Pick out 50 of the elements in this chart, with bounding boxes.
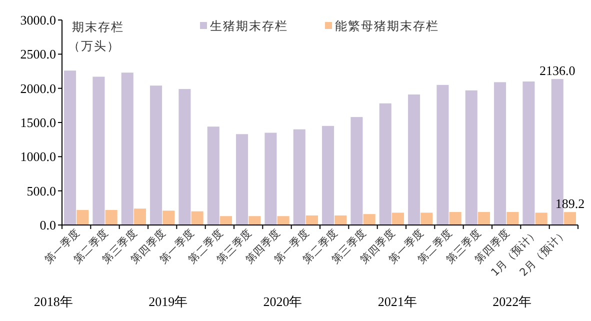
text: 2021年 <box>378 294 417 309</box>
bar <box>105 210 118 225</box>
y-tick-label: 1000.0 <box>20 149 56 164</box>
text: 2022年 <box>492 294 532 309</box>
bar <box>322 126 334 225</box>
bar <box>436 84 449 225</box>
data-label: 2136.0 <box>539 63 576 78</box>
bar <box>334 215 347 225</box>
text: 2019年 <box>148 294 188 309</box>
bar <box>379 103 392 225</box>
data-label: 189.2 <box>555 196 585 212</box>
bar <box>76 210 89 225</box>
bar <box>277 216 290 225</box>
bar <box>220 216 232 225</box>
y-tick-label: 1500.0 <box>20 115 56 130</box>
y-tick-label: 2000.0 <box>20 80 56 96</box>
bar <box>449 212 462 225</box>
y-tick-label: 500.0 <box>26 183 56 198</box>
bar <box>150 86 162 225</box>
bar <box>478 212 490 225</box>
y-tick-label: 0.0 <box>40 218 56 232</box>
bar <box>420 212 433 225</box>
bar <box>522 82 535 225</box>
bar <box>506 212 519 225</box>
bar <box>207 126 220 225</box>
bar <box>564 212 576 225</box>
bar <box>248 216 261 225</box>
bar <box>293 129 306 225</box>
bar <box>392 212 404 225</box>
bar <box>494 82 506 225</box>
bar <box>306 215 318 225</box>
bar <box>162 210 175 225</box>
y-axis-title: 期末存栏（万头） <box>68 20 124 53</box>
y-tick-label: 3000.0 <box>20 12 56 28</box>
text: 2018年 <box>34 294 73 309</box>
bar <box>64 70 76 225</box>
bar <box>134 208 146 225</box>
bar <box>465 90 478 225</box>
bar <box>178 89 191 225</box>
bar <box>191 211 204 225</box>
bar <box>535 212 548 225</box>
bar <box>264 132 277 225</box>
y-tick-label: 2500.0 <box>20 46 56 62</box>
bar <box>121 72 134 225</box>
text: 2020年 <box>263 294 302 309</box>
bar <box>92 76 105 225</box>
bar <box>363 214 376 225</box>
bar <box>408 94 420 225</box>
bar <box>236 134 248 225</box>
bar <box>350 117 363 225</box>
